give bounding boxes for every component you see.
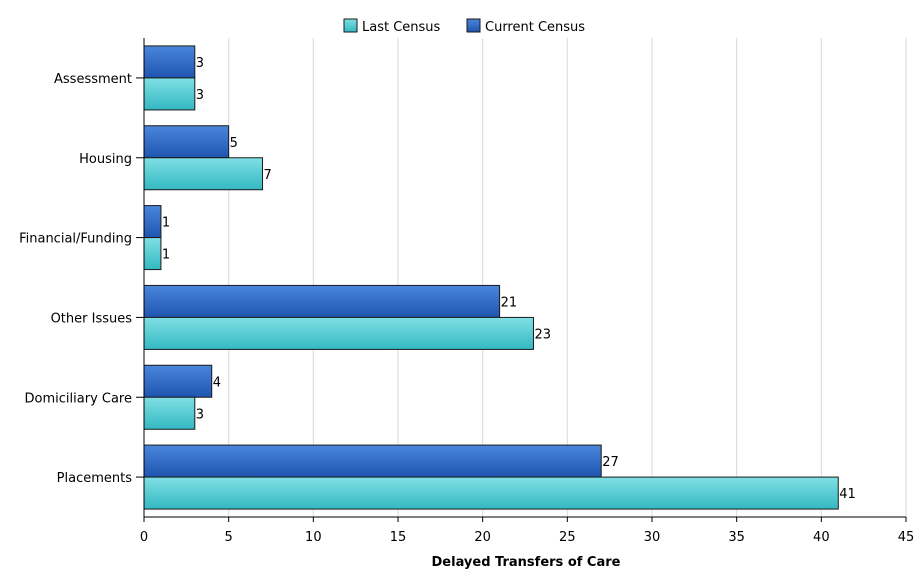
data-label: 27 bbox=[602, 455, 619, 470]
bar-current-census bbox=[143, 444, 602, 478]
bar-last-census bbox=[143, 476, 839, 510]
data-label: 21 bbox=[501, 295, 518, 310]
category-label: Domiciliary Care bbox=[25, 391, 132, 406]
x-tick-label: 20 bbox=[474, 530, 491, 545]
x-tick-label: 10 bbox=[305, 530, 322, 545]
x-tick-label: 0 bbox=[140, 530, 148, 545]
x-tick-label: 5 bbox=[225, 530, 233, 545]
data-label: 23 bbox=[534, 327, 551, 342]
x-tick-label: 35 bbox=[728, 530, 745, 545]
data-label: 3 bbox=[196, 56, 204, 71]
data-label: 3 bbox=[196, 88, 204, 103]
data-label: 1 bbox=[162, 216, 170, 231]
bar-last-census bbox=[143, 157, 264, 191]
bar-current-census bbox=[143, 364, 213, 398]
x-tick-label: 40 bbox=[813, 530, 830, 545]
bar-last-census bbox=[143, 396, 196, 430]
bar-current-census bbox=[143, 45, 196, 79]
data-label: 1 bbox=[162, 248, 170, 263]
x-axis-title: Delayed Transfers of Care bbox=[432, 555, 621, 570]
legend: Last Census Current Census bbox=[343, 18, 585, 35]
axes: 0 5 10 15 20 25 30 35 40 45AssessmentHousingFinan… bbox=[19, 38, 914, 545]
bar-last-census bbox=[143, 316, 534, 350]
x-tick-label: 15 bbox=[390, 530, 407, 545]
bar-current-census bbox=[143, 205, 162, 239]
legend-swatch-last-census bbox=[343, 18, 358, 33]
bar-last-census bbox=[143, 237, 162, 271]
data-label: 3 bbox=[196, 407, 204, 422]
legend-label: Last Census bbox=[362, 20, 441, 35]
x-tick-label: 25 bbox=[559, 530, 576, 545]
bar-current-census bbox=[143, 125, 230, 159]
legend-swatch-current-census bbox=[466, 18, 481, 33]
x-tick-label: 30 bbox=[644, 530, 661, 545]
category-label: Assessment bbox=[54, 72, 132, 87]
category-label: Placements bbox=[57, 471, 133, 486]
bar-last-census bbox=[143, 77, 196, 111]
legend-label: Current Census bbox=[485, 20, 585, 35]
data-label: 4 bbox=[213, 375, 221, 390]
category-label: Housing bbox=[79, 152, 132, 167]
bars: 3 3 5 7 1 1 21 23 4 3 27 41 bbox=[143, 45, 856, 510]
data-label: 5 bbox=[230, 136, 238, 151]
category-label: Financial/Funding bbox=[19, 232, 132, 247]
data-label: 7 bbox=[264, 168, 272, 183]
category-label: Other Issues bbox=[51, 311, 133, 326]
bar-current-census bbox=[143, 284, 501, 318]
x-tick-label: 45 bbox=[898, 530, 915, 545]
gridlines bbox=[228, 38, 907, 517]
data-label: 41 bbox=[839, 487, 856, 502]
